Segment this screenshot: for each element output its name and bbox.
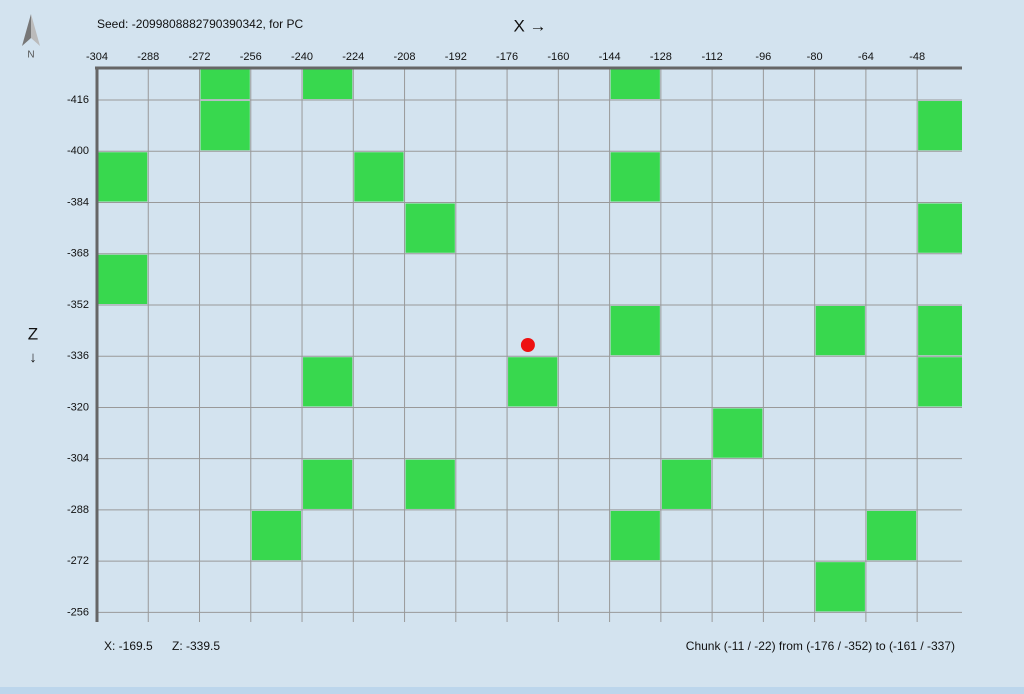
slime-chunk xyxy=(610,68,660,100)
x-tick-label: -272 xyxy=(189,51,211,63)
z-tick-label: -288 xyxy=(67,504,89,516)
slime-chunk xyxy=(405,203,455,253)
x-tick-label: -256 xyxy=(240,51,262,63)
x-position: X: -169.5 xyxy=(104,639,153,653)
x-tick-label: -96 xyxy=(755,51,771,63)
compass-arrow xyxy=(22,14,31,46)
slime-chunk xyxy=(918,101,962,151)
slime-chunk xyxy=(405,459,455,509)
x-tick-label: -48 xyxy=(909,51,925,63)
slime-chunk xyxy=(713,408,763,458)
z-tick-label: -416 xyxy=(67,94,89,106)
z-tick-label: -384 xyxy=(67,196,89,208)
bottom-bar xyxy=(0,687,1024,694)
x-tick-label: -240 xyxy=(291,51,313,63)
z-tick-label: -368 xyxy=(67,248,89,260)
z-tick-label: -272 xyxy=(67,555,89,567)
z-tick-label: -304 xyxy=(67,453,89,465)
slime-chunk xyxy=(866,510,917,561)
z-tick-label: -320 xyxy=(67,401,89,413)
z-tick-label: -256 xyxy=(67,606,89,618)
slime-chunk xyxy=(98,152,148,202)
x-tick-label: -64 xyxy=(858,51,874,63)
slime-chunk xyxy=(200,68,250,100)
slime-chunk xyxy=(98,254,148,304)
slime-chunk xyxy=(918,357,962,407)
x-tick-label: -176 xyxy=(496,51,518,63)
cells xyxy=(98,68,962,612)
x-tick-label: -208 xyxy=(394,51,416,63)
z-tick-label: -352 xyxy=(67,299,89,311)
z-axis-label: Z xyxy=(28,324,38,343)
x-tick-label: -144 xyxy=(599,51,621,63)
slime-chunk xyxy=(200,101,250,151)
x-axis-label: X → xyxy=(513,16,546,35)
x-tick-label: -224 xyxy=(342,51,364,63)
slime-chunk xyxy=(661,459,712,509)
z-axis-arrow: ↓ xyxy=(29,349,37,366)
slime-chunk xyxy=(918,305,962,356)
grid: -304 -288 -272 -256 -240 -224 -208 -192 -176 -160… xyxy=(67,51,962,622)
x-tick-label: -288 xyxy=(137,51,159,63)
slime-chunk xyxy=(815,562,865,612)
slime-chunk xyxy=(610,510,660,561)
slime-chunk xyxy=(251,510,302,561)
z-position: Z: -339.5 xyxy=(172,639,220,653)
compass-label: N xyxy=(27,50,34,61)
compass-arrow-shade xyxy=(31,14,40,46)
slime-chunk xyxy=(815,305,865,356)
player xyxy=(520,338,535,352)
slime-chunk xyxy=(303,68,353,100)
slime-chunk xyxy=(610,152,660,202)
slime-chunk xyxy=(610,305,660,356)
x-tick-label: -112 xyxy=(702,51,723,63)
seed: Seed: -2099808882790390342, for PC xyxy=(97,17,304,31)
slime-chunk xyxy=(508,357,558,407)
x-tick-label: -304 xyxy=(86,51,108,63)
x-tick-label: -192 xyxy=(445,51,467,63)
x-tick-label: -128 xyxy=(650,51,672,63)
z-tick-label: -336 xyxy=(67,350,89,362)
z-tick-label: -400 xyxy=(67,145,89,157)
slime-chunk xyxy=(918,203,962,253)
x-tick-label: -160 xyxy=(547,51,569,63)
slime-chunk xyxy=(303,459,353,509)
chunk-info: Chunk (-11 / -22) from (-176 / -352) to … xyxy=(686,639,955,653)
slime-chunk xyxy=(354,152,404,202)
slime-chunk xyxy=(303,357,353,407)
x-tick-label: -80 xyxy=(807,51,823,63)
